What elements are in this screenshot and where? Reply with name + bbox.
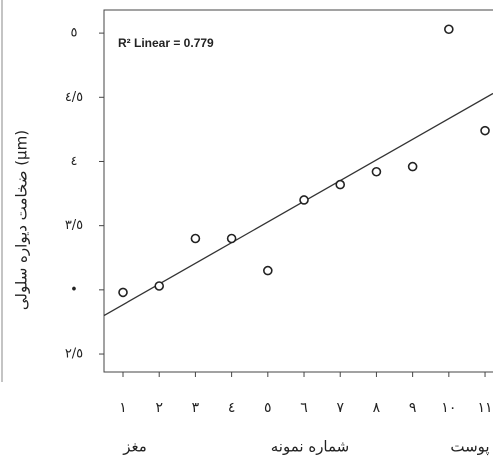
plot-frame: [103, 9, 493, 373]
x-tick-label: ٥: [264, 400, 272, 416]
data-point: [190, 233, 201, 244]
data-point: [299, 195, 309, 205]
x-tick-label: ٧: [336, 400, 344, 416]
data-point: [154, 281, 165, 291]
fit-line: [103, 92, 493, 317]
y-tick-label: ٤/٥: [65, 90, 83, 105]
group-label: پوست: [450, 438, 489, 457]
y-tick-label: ٥: [71, 26, 78, 41]
y-axis-title: ضخامت دیواره سلولی (μm): [13, 130, 31, 310]
data-point: [263, 265, 273, 276]
data-point: [226, 233, 237, 244]
data-point: [407, 161, 418, 172]
x-tick-label: ٦: [300, 400, 308, 416]
r2-annotation: R² Linear = 0.779: [118, 36, 214, 50]
y-tick-label: •: [70, 282, 78, 297]
x-tick-label: ٤: [228, 400, 236, 416]
data-point: [480, 125, 490, 136]
data-point: [335, 179, 346, 190]
y-tick-label: ٢/٥: [65, 347, 83, 362]
data-point: [118, 287, 128, 298]
data-point: [371, 166, 382, 177]
x-axis-title: شماره نمونه: [271, 438, 350, 456]
x-tick-label: ۳: [192, 400, 200, 416]
x-tick-label: ١٠: [441, 400, 456, 416]
x-tick-label: ١١: [478, 400, 493, 416]
x-tick-label: ٩: [409, 400, 417, 416]
data-point: [444, 24, 454, 35]
x-tick-label: ٨: [373, 400, 381, 416]
x-tick-label: ۱: [119, 400, 127, 416]
group-label: مغز: [122, 438, 147, 456]
x-tick-label: ۲: [155, 400, 163, 416]
y-tick-label: ٣/٥: [65, 218, 83, 233]
y-tick-label: ٤: [71, 154, 78, 169]
